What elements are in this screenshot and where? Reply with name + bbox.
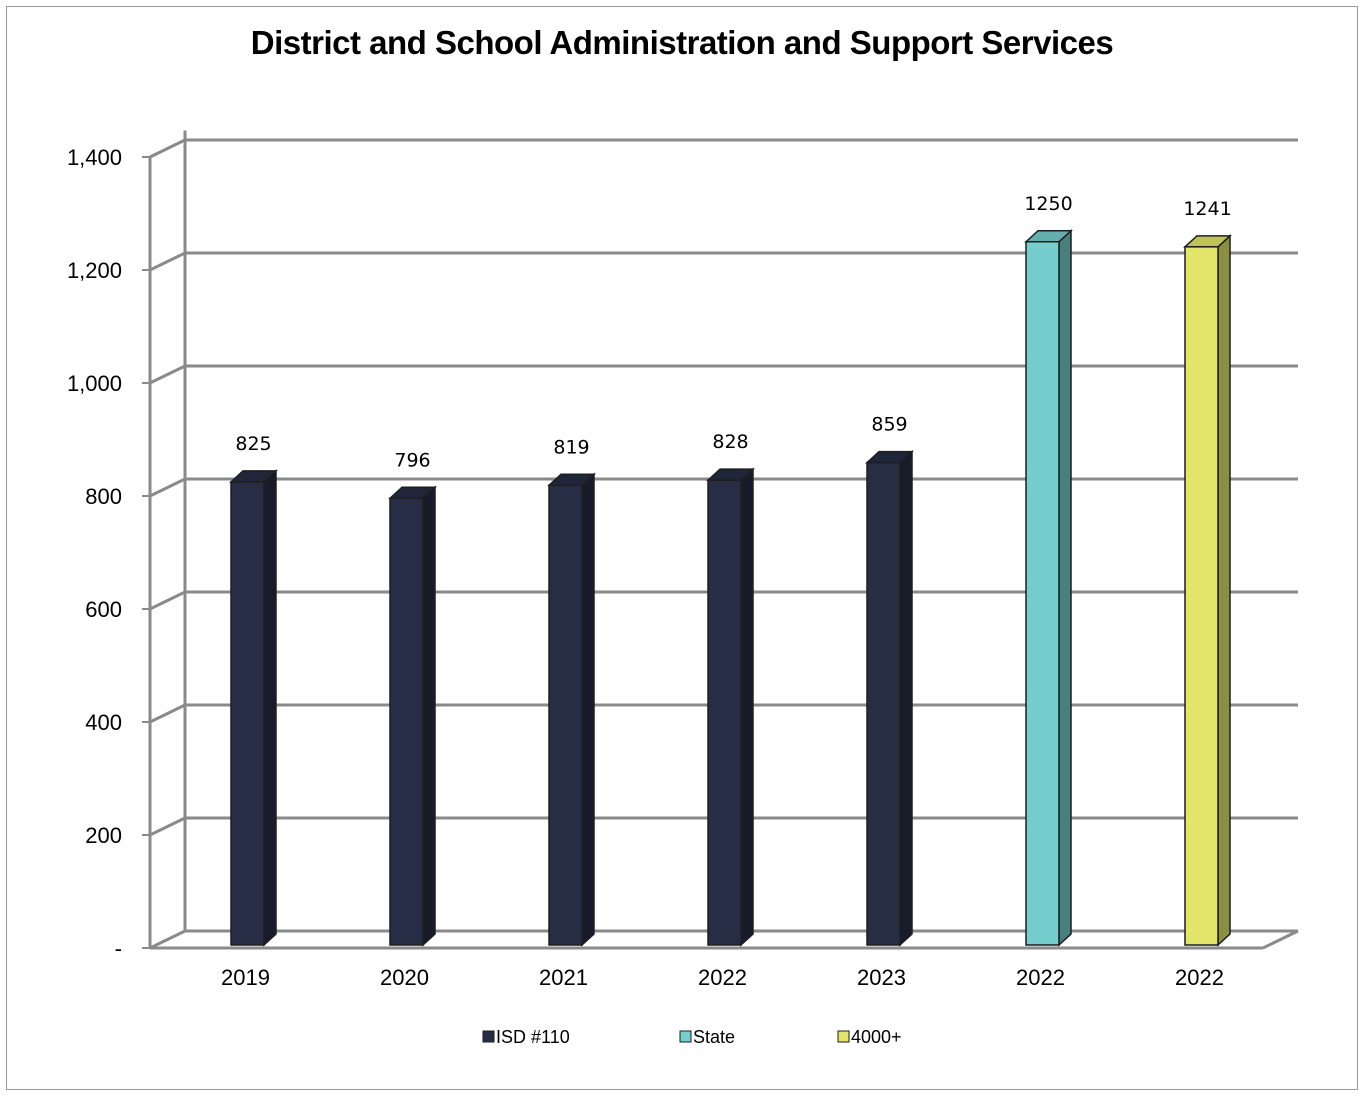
bar-front xyxy=(1184,246,1219,946)
bar-front xyxy=(548,484,583,946)
data-label: 796 xyxy=(394,449,430,471)
gridline-side xyxy=(149,816,186,837)
gridline-side xyxy=(149,364,186,385)
x-tick-label: 2020 xyxy=(380,965,429,990)
bar xyxy=(865,449,914,947)
bar xyxy=(229,469,278,947)
bar-side xyxy=(1058,229,1072,947)
y-tick-label: 1,400 xyxy=(67,145,122,170)
gridline-side xyxy=(149,703,186,724)
legend-label: 4000+ xyxy=(851,1027,902,1047)
data-label: 1241 xyxy=(1183,198,1231,220)
x-tick-label: 2023 xyxy=(857,965,906,990)
y-tick-label: 1,000 xyxy=(67,371,122,396)
gridline-side xyxy=(149,590,186,611)
bar-front xyxy=(1025,241,1060,946)
bar xyxy=(547,472,596,947)
bar xyxy=(388,485,437,947)
gridline-side xyxy=(149,138,186,159)
y-tick-label: 600 xyxy=(85,597,122,622)
y-tick-label: 1,200 xyxy=(67,258,122,283)
gridline-side xyxy=(149,251,186,272)
data-label: 859 xyxy=(871,414,907,436)
bar-side xyxy=(740,467,754,947)
bar-front xyxy=(230,481,265,946)
x-tick-label: 2022 xyxy=(1175,965,1224,990)
x-tick-label: 2021 xyxy=(539,965,588,990)
bar-side xyxy=(263,469,277,947)
bar xyxy=(1024,229,1073,947)
data-label: 819 xyxy=(553,436,589,458)
data-label: 1250 xyxy=(1024,193,1072,215)
bar-side xyxy=(1217,234,1231,947)
bar-side xyxy=(581,472,595,947)
bar-side xyxy=(899,449,913,947)
data-label: 828 xyxy=(712,431,748,453)
bar xyxy=(706,467,755,947)
bars xyxy=(229,229,1232,947)
x-tick-label: 2019 xyxy=(221,965,270,990)
bar-front xyxy=(707,479,742,946)
legend-swatch xyxy=(679,1030,692,1043)
x-tick-label: 2022 xyxy=(1016,965,1065,990)
bar-front xyxy=(866,461,901,946)
gridline-side xyxy=(149,929,186,950)
axes: - 200 400 600 800 1,000 1,200 1,400 2019 2020 2021… xyxy=(67,130,1299,990)
chart-title: District and School Administration and S… xyxy=(250,24,1114,61)
legend-swatch xyxy=(482,1030,495,1043)
y-tick-label: 400 xyxy=(85,710,122,735)
y-tick-label: 800 xyxy=(85,484,122,509)
legend-swatch xyxy=(837,1030,850,1043)
y-tick-label: 200 xyxy=(85,823,122,848)
legend-item: ISD #110 xyxy=(482,1027,570,1047)
bar xyxy=(1183,234,1232,947)
legend-item: State xyxy=(679,1027,735,1047)
data-labels: 825 796 819 828 859 1250 1241 xyxy=(235,193,1231,472)
y-tick-label: - xyxy=(115,936,122,961)
bar-side xyxy=(422,485,436,947)
legend-label: State xyxy=(693,1027,735,1047)
legend-item: 4000+ xyxy=(837,1027,902,1047)
x-tick-label: 2022 xyxy=(698,965,747,990)
bar-front xyxy=(389,497,424,946)
floor-right-edge xyxy=(1262,929,1299,950)
gridline-side xyxy=(149,477,186,498)
data-label: 825 xyxy=(235,433,271,455)
legend-label: ISD #110 xyxy=(496,1027,570,1047)
legend: ISD #110 State 4000+ xyxy=(482,1027,902,1047)
